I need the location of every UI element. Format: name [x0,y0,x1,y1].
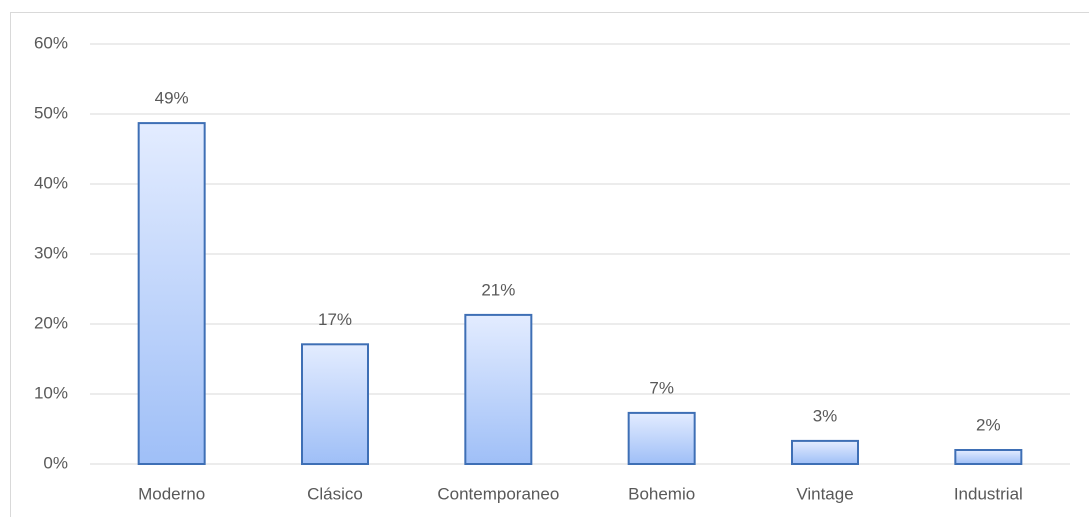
x-tick-label: Industrial [954,484,1023,503]
y-tick-label: 50% [34,103,68,122]
y-tick-label: 20% [34,313,68,332]
data-label: 49% [155,89,189,108]
data-label: 7% [649,378,674,397]
bar [464,313,533,465]
bar [627,411,696,465]
y-tick-label: 60% [34,33,68,52]
data-label: 3% [813,406,838,425]
x-tick-label: Contemporaneo [437,484,559,503]
y-tick-label: 10% [34,383,68,402]
y-tick-label: 30% [34,243,68,262]
data-label: 21% [481,280,515,299]
chart-frame [10,12,1089,517]
bar [791,439,859,465]
x-tick-label: Clásico [307,484,363,503]
data-label: 2% [976,415,1001,434]
bar [137,122,206,465]
y-tick-label: 0% [43,453,68,472]
x-tick-label: Vintage [796,484,853,503]
data-label: 17% [318,310,352,329]
x-tick-label: Bohemio [628,484,695,503]
y-tick-label: 40% [34,173,68,192]
x-tick-label: Moderno [138,484,205,503]
bar [301,343,369,465]
bar [954,449,1023,465]
